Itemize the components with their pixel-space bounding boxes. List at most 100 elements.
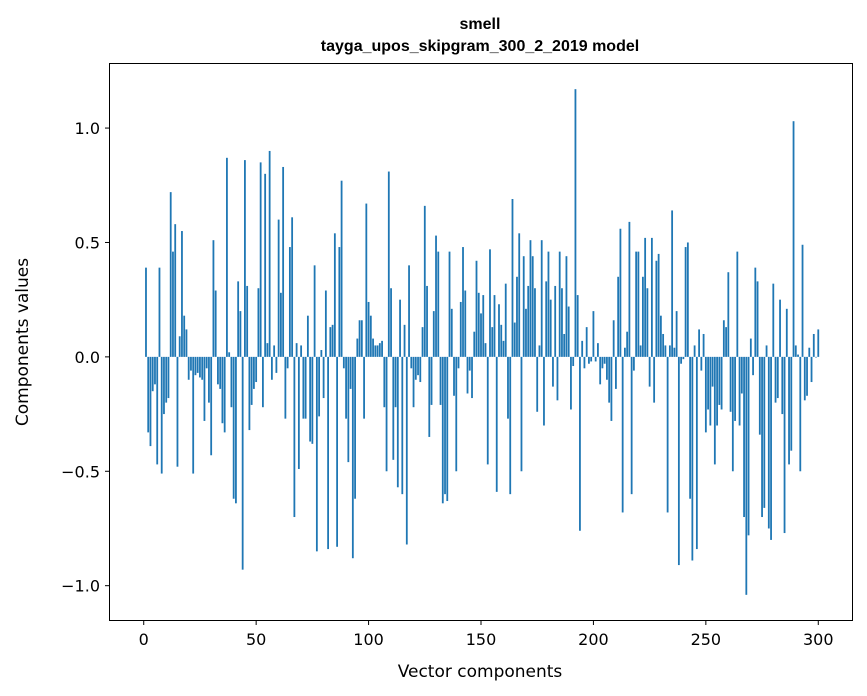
bar xyxy=(210,356,213,456)
bar xyxy=(432,311,435,357)
bar xyxy=(410,356,413,369)
bar xyxy=(810,356,813,383)
bar xyxy=(178,336,181,357)
bar xyxy=(174,224,177,357)
bar xyxy=(624,347,626,357)
bar xyxy=(745,356,748,595)
bar xyxy=(590,356,593,362)
bar xyxy=(396,356,399,488)
bar xyxy=(686,242,689,357)
bar xyxy=(246,285,249,357)
bar xyxy=(439,356,442,405)
bar xyxy=(597,343,599,357)
bar xyxy=(693,345,696,357)
bar xyxy=(194,356,197,376)
bar xyxy=(776,356,779,399)
bar xyxy=(540,240,543,357)
bar xyxy=(648,356,651,387)
bar xyxy=(680,356,683,364)
bar xyxy=(354,356,356,499)
bar xyxy=(369,315,372,357)
bar xyxy=(792,121,795,357)
bar xyxy=(473,331,476,357)
bar xyxy=(374,345,377,357)
bar xyxy=(167,356,170,399)
bar xyxy=(704,356,707,433)
bar xyxy=(345,356,347,419)
bar xyxy=(579,356,581,531)
bar xyxy=(576,295,579,357)
bar xyxy=(459,301,462,357)
bar xyxy=(446,356,449,502)
bar xyxy=(376,345,379,357)
bar xyxy=(160,356,163,474)
plot-frame xyxy=(109,63,853,621)
bar xyxy=(230,356,233,408)
bar xyxy=(333,233,336,357)
bar xyxy=(659,315,662,357)
bar xyxy=(203,356,206,421)
bar xyxy=(232,356,235,499)
bar xyxy=(342,356,345,369)
bar xyxy=(635,251,638,357)
bar xyxy=(727,272,730,357)
bar xyxy=(349,356,352,389)
bar xyxy=(315,356,318,552)
bar xyxy=(646,288,649,357)
bar xyxy=(212,240,215,357)
bar xyxy=(599,356,602,385)
bar xyxy=(320,350,323,357)
bar xyxy=(507,356,509,419)
bar xyxy=(491,327,494,357)
bar xyxy=(498,304,500,357)
bar xyxy=(664,345,667,357)
bar xyxy=(277,219,280,357)
bar xyxy=(615,356,617,389)
bar xyxy=(621,356,624,513)
bar xyxy=(606,356,608,380)
bar xyxy=(767,356,770,529)
bar xyxy=(421,327,424,357)
chart-title-line2: tayga_upos_skipgram_300_2_2019 model xyxy=(321,38,639,55)
bar xyxy=(639,345,642,357)
bar xyxy=(695,356,698,550)
bar xyxy=(531,256,534,357)
x-tick-label: 50 xyxy=(246,630,266,649)
y-tick-label: −0.5 xyxy=(61,462,100,481)
bar xyxy=(347,356,350,463)
bar xyxy=(756,281,759,357)
bar xyxy=(662,333,665,357)
bar xyxy=(709,356,712,426)
bar xyxy=(351,356,354,559)
bar xyxy=(812,333,815,357)
bar xyxy=(668,345,671,357)
bar xyxy=(228,352,231,357)
bar xyxy=(682,356,685,360)
bar xyxy=(288,247,291,357)
bar xyxy=(666,356,669,513)
bar xyxy=(588,356,590,364)
bar xyxy=(783,356,786,534)
x-tick-label: 0 xyxy=(139,630,149,649)
bar xyxy=(151,356,154,392)
bar xyxy=(441,356,444,504)
bar xyxy=(241,356,244,570)
bar xyxy=(475,260,478,357)
bar xyxy=(601,356,604,369)
bar xyxy=(239,311,242,357)
bar xyxy=(158,267,161,357)
bar xyxy=(803,356,806,401)
bar xyxy=(196,356,199,373)
bar xyxy=(444,356,446,495)
bar xyxy=(671,210,674,357)
bar xyxy=(500,324,503,357)
bar xyxy=(633,356,635,371)
bar xyxy=(644,237,647,357)
bar xyxy=(747,356,750,536)
bar xyxy=(817,329,820,357)
bar xyxy=(637,251,640,357)
bar xyxy=(765,345,768,357)
bar xyxy=(304,356,307,419)
bar xyxy=(509,356,512,495)
bar xyxy=(192,356,195,474)
